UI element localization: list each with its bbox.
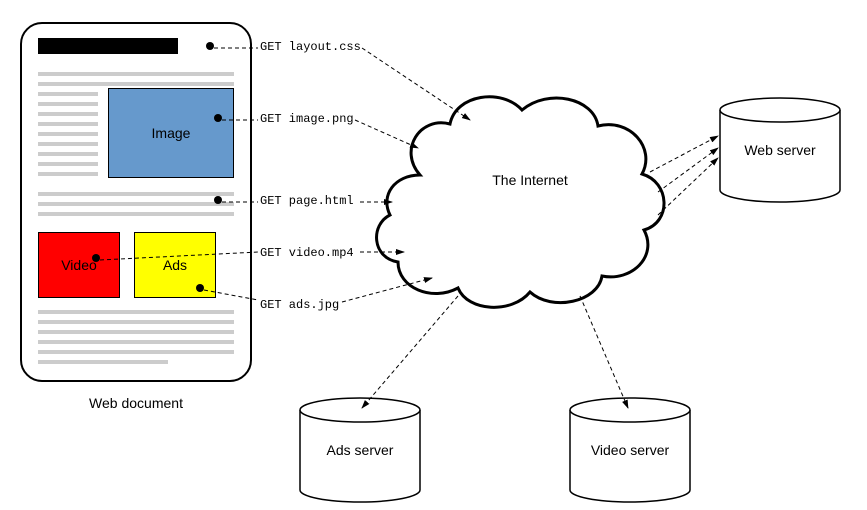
req-video-lead [100,252,258,260]
web-document-label: Web document [76,395,196,411]
server-web-top [720,98,840,122]
server-video-top [570,398,690,422]
diagram-canvas: Image Video Ads Web document The Interne… [0,0,867,510]
server-ads-label-text: Ads server [327,442,394,458]
server-web-label-text: Web server [744,142,815,158]
req-image-label: GET image.png [260,112,354,126]
req-layout-to-cloud [362,48,470,120]
req-layout-label-text: GET layout.css [260,40,361,54]
req-layout-label: GET layout.css [260,40,361,54]
server-web-label: Web server [720,142,840,158]
server-ads-top [300,398,420,422]
req-image-to-cloud [355,120,418,148]
req-image-label-text: GET image.png [260,112,354,126]
req-ads-label-text: GET ads.jpg [260,298,339,312]
req-video-label-text: GET video.mp4 [260,246,354,260]
req-layout-to-server [650,136,718,172]
web-document-label-text: Web document [89,395,183,411]
server-video-label-text: Video server [591,442,669,458]
internet-label-text: The Internet [492,172,568,188]
internet-cloud [377,97,664,308]
server-ads-label: Ads server [300,442,420,458]
req-page-to-server [658,158,718,215]
svg-layer [0,0,867,510]
req-ads-lead [204,290,258,300]
req-image-to-server [658,148,718,192]
req-ads-label: GET ads.jpg [260,298,339,312]
req-page-label-text: GET page.html [260,194,354,208]
req-page-label: GET page.html [260,194,354,208]
internet-label: The Internet [470,172,590,188]
req-ads-to-server [362,296,458,408]
server-video-label: Video server [570,442,690,458]
req-video-to-server [580,296,628,408]
req-video-label: GET video.mp4 [260,246,354,260]
